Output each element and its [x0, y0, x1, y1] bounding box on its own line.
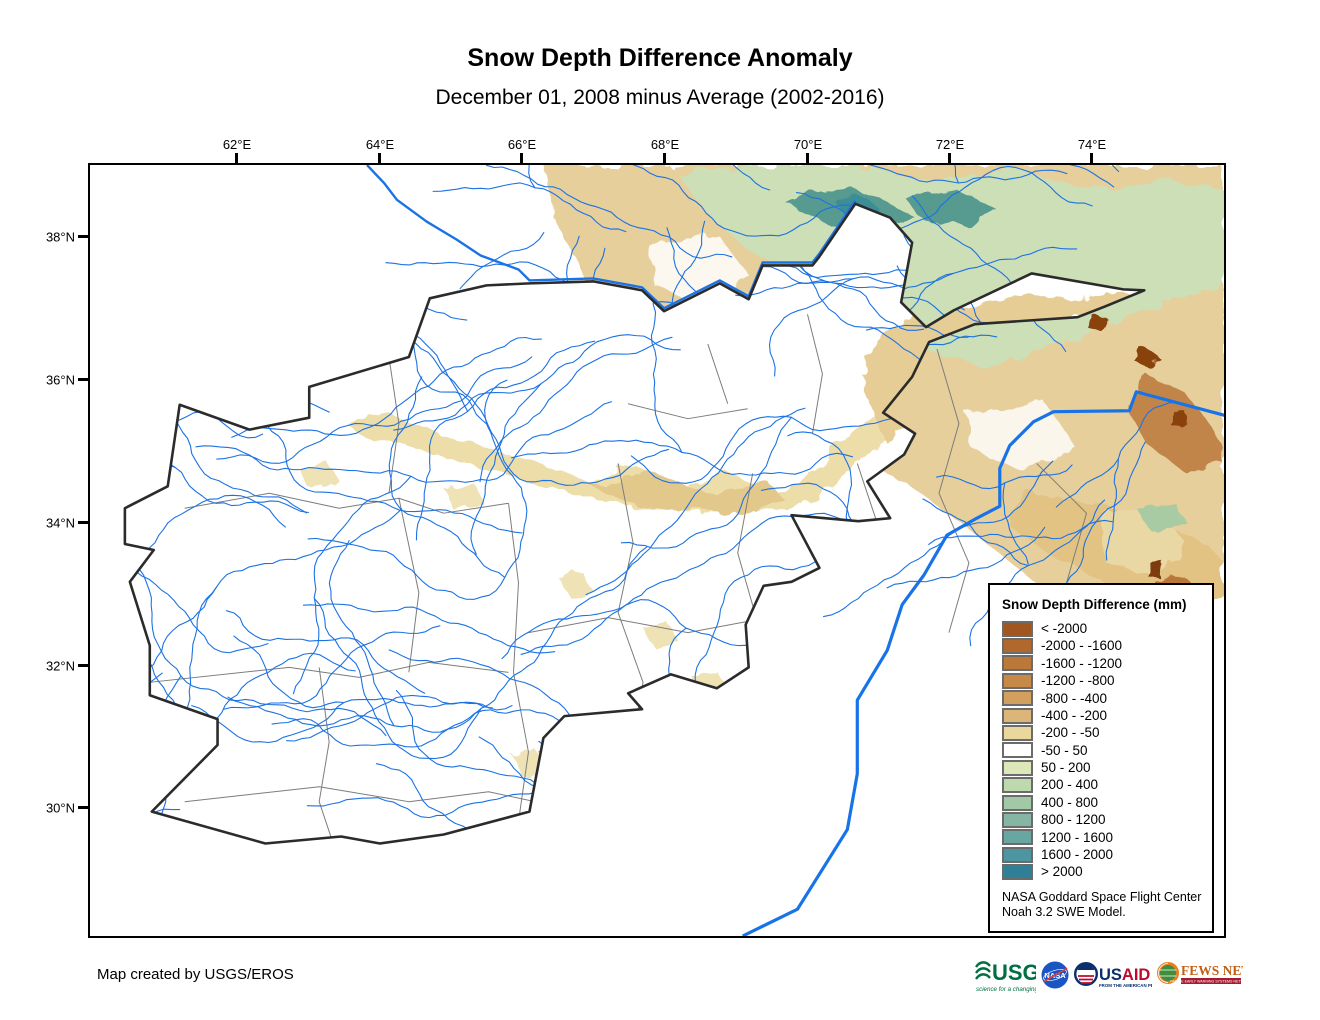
lat-label: 30°N	[45, 800, 75, 816]
legend-label: 200 - 400	[1041, 777, 1099, 793]
lon-tick	[663, 153, 666, 165]
lon-tick	[520, 153, 523, 165]
legend-swatch	[1002, 690, 1033, 707]
lat-tick	[78, 235, 90, 238]
legend-row: -400 - -200	[1002, 707, 1202, 724]
country-border	[123, 202, 1146, 845]
fewsnet-logo: FEWS NET FAMINE EARLY WARNING SYSTEMS NE…	[1157, 962, 1243, 984]
legend-label: 1600 - 2000	[1041, 847, 1114, 863]
legend-label: 800 - 1200	[1041, 812, 1106, 828]
legend-row: -2000 - -1600	[1002, 637, 1202, 655]
svg-text:USAID: USAID	[1099, 966, 1150, 984]
legend-row: 400 - 800	[1002, 794, 1202, 811]
svg-text:science for a changing world: science for a changing world	[976, 986, 1036, 993]
legend-swatch	[1002, 846, 1033, 863]
lon-tick	[378, 153, 381, 165]
map-frame: 62°E 64°E 66°E 68°E 70°E 72°E 74°E 38°N …	[46, 137, 1226, 938]
legend-label: -800 - -400	[1041, 690, 1108, 706]
lon-label: 62°E	[222, 137, 252, 152]
legend-swatch	[1002, 638, 1033, 655]
lon-label: 74°E	[1077, 137, 1107, 152]
lon-tick	[1090, 153, 1093, 165]
lon-tick	[235, 153, 238, 165]
page-subtitle: December 01, 2008 minus Average (2002-20…	[435, 86, 885, 109]
legend-swatch	[1002, 655, 1033, 672]
page-title: Snow Depth Difference Anomaly	[467, 44, 853, 72]
nasa-logo: NASA	[1041, 961, 1069, 989]
legend-row: -200 - -50	[1002, 724, 1202, 742]
legend: Snow Depth Difference (mm) < -2000 -2000…	[988, 583, 1214, 934]
lat-label: 38°N	[45, 229, 75, 245]
legend-row: < -2000	[1002, 620, 1202, 637]
legend-swatch	[1002, 759, 1033, 776]
legend-swatch	[1002, 794, 1033, 811]
lat-tick	[78, 378, 90, 381]
amu-darya-river	[366, 165, 857, 310]
legend-swatch	[1002, 777, 1033, 794]
legend-swatch	[1002, 672, 1033, 689]
legend-row: -50 - 50	[1002, 742, 1202, 759]
lat-label: 36°N	[45, 372, 75, 388]
legend-label: -200 - -50	[1041, 725, 1100, 741]
lon-label: 68°E	[650, 137, 680, 152]
legend-label: 50 - 200	[1041, 760, 1091, 776]
legend-swatch	[1002, 725, 1033, 742]
lat-label: 34°N	[45, 515, 75, 531]
legend-row: -800 - -400	[1002, 690, 1202, 707]
legend-label: -400 - -200	[1041, 707, 1108, 723]
lon-tick	[806, 153, 809, 165]
legend-note: NASA Goddard Space Flight Center Noah 3.…	[1002, 889, 1202, 920]
legend-label: > 2000	[1041, 864, 1083, 880]
usaid-logo: USAID FROM THE AMERICAN PEOPLE	[1074, 962, 1152, 988]
svg-text:USGS: USGS	[992, 960, 1036, 985]
legend-swatch	[1002, 620, 1033, 637]
legend-swatch	[1002, 742, 1033, 759]
legend-label: 1200 - 1600	[1041, 829, 1114, 845]
logo-strip: USGS science for a changing world NASA U…	[974, 950, 1243, 1000]
lon-label: 66°E	[507, 137, 537, 152]
legend-label: < -2000	[1041, 620, 1088, 636]
legend-swatch	[1002, 864, 1033, 881]
legend-label: -50 - 50	[1041, 742, 1088, 758]
legend-swatch	[1002, 707, 1033, 724]
legend-row: 800 - 1200	[1002, 811, 1202, 828]
legend-row: 1200 - 1600	[1002, 829, 1202, 846]
legend-row: 50 - 200	[1002, 759, 1202, 776]
legend-row: 200 - 400	[1002, 777, 1202, 794]
legend-row: -1200 - -800	[1002, 672, 1202, 689]
lat-tick	[78, 806, 90, 809]
lon-label: 72°E	[935, 137, 965, 152]
legend-label: -1200 - -800	[1041, 673, 1115, 689]
legend-label: -2000 - -1600	[1041, 638, 1123, 654]
legend-swatch	[1002, 811, 1033, 828]
lat-tick	[78, 664, 90, 667]
legend-title: Snow Depth Difference (mm)	[1002, 597, 1187, 612]
legend-row: 1600 - 2000	[1002, 846, 1202, 863]
legend-row: -1600 - -1200	[1002, 655, 1202, 672]
svg-text:FEWS NET: FEWS NET	[1181, 963, 1243, 978]
lat-tick	[78, 521, 90, 524]
lon-tick	[948, 153, 951, 165]
legend-label: -1600 - -1200	[1041, 655, 1123, 671]
svg-text:FROM THE AMERICAN PEOPLE: FROM THE AMERICAN PEOPLE	[1099, 983, 1152, 988]
map-canvas	[123, 165, 1224, 936]
legend-row: > 2000	[1002, 863, 1202, 881]
legend-label: 400 - 800	[1041, 794, 1099, 810]
indus-river	[741, 390, 1224, 936]
lat-label: 32°N	[45, 658, 75, 674]
usgs-logo: USGS science for a changing world	[975, 960, 1036, 993]
svg-text:FAMINE EARLY WARNING SYSTEMS N: FAMINE EARLY WARNING SYSTEMS NETWORK	[1170, 979, 1243, 983]
map-credit: Map created by USGS/EROS	[97, 966, 294, 983]
legend-swatch	[1002, 829, 1033, 846]
lon-label: 70°E	[793, 137, 823, 152]
lon-label: 64°E	[365, 137, 395, 152]
